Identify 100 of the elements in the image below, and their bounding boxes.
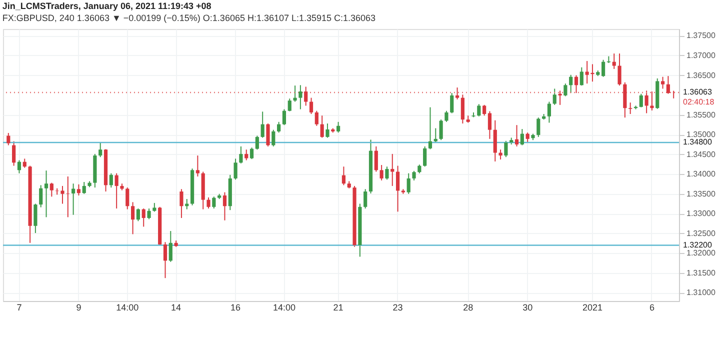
x-tick-label: 23 (392, 302, 403, 312)
candlestick (493, 120, 497, 162)
x-tick-label: 2021 (582, 302, 602, 312)
candlestick (428, 106, 432, 150)
candlestick (320, 115, 324, 138)
candlestick (6, 132, 10, 146)
candlestick (644, 90, 648, 114)
x-tick-label: 28 (463, 302, 474, 312)
ref-line-label: 1.32200 (683, 240, 712, 250)
candlestick (552, 88, 556, 106)
candlestick (423, 146, 427, 168)
candlestick (76, 184, 81, 196)
candlestick (22, 158, 26, 168)
candlestick (304, 86, 308, 106)
candlestick (82, 182, 86, 194)
candlestick (272, 129, 276, 147)
candlestick (601, 59, 606, 78)
candlestick (558, 90, 562, 106)
y-tick-label: 1.34500 (686, 150, 716, 159)
candlestick (650, 90, 654, 111)
candlestick (618, 53, 622, 86)
x-tick-label: 6 (649, 302, 654, 312)
y-tick-label: 1.34000 (686, 170, 716, 179)
x-tick-label: 16 (230, 302, 241, 312)
candlestick (293, 85, 297, 102)
candlestick (109, 172, 113, 188)
candlestick (309, 97, 314, 114)
candlestick (374, 146, 378, 172)
candlestick (142, 208, 146, 228)
candlestick (244, 149, 248, 161)
candlestick (498, 149, 502, 160)
candlestick (130, 202, 135, 235)
y-tick-label: 1.35500 (686, 110, 716, 120)
candlestick (180, 188, 184, 218)
candlestick (168, 230, 172, 262)
candlestick (12, 140, 16, 166)
y-tick-label: 1.32500 (686, 228, 716, 238)
candlestick (482, 104, 486, 116)
candlestick (17, 160, 22, 174)
candlestick (439, 119, 443, 141)
candlestick (547, 101, 552, 124)
candlestick (514, 124, 519, 147)
candlestick (266, 122, 270, 147)
candlestick (282, 108, 286, 126)
candlestick (477, 104, 481, 117)
candlestick (260, 111, 264, 138)
candlestick (504, 140, 508, 158)
candlestick (580, 66, 584, 86)
candlestick (34, 203, 38, 234)
x-tick-label: 30 (522, 302, 533, 312)
candlestick (666, 76, 670, 94)
y-tick-label: 1.31000 (686, 288, 716, 298)
candlestick (455, 87, 460, 100)
candlestick (314, 110, 318, 126)
candlestick (277, 121, 281, 134)
candlestick (342, 166, 346, 186)
candlestick (326, 122, 330, 138)
candlestick (72, 183, 76, 216)
y-tick-label: 1.35000 (686, 130, 716, 140)
candlestick (234, 158, 238, 180)
candlestick (185, 198, 189, 210)
candlestick (50, 182, 54, 198)
candlestick (526, 132, 530, 143)
candlestick (639, 93, 643, 108)
candlestick (623, 82, 627, 118)
candlestick (136, 208, 140, 222)
candlestick (114, 172, 118, 209)
candlestick (612, 53, 616, 70)
candlestick (412, 170, 416, 181)
candlestick (450, 92, 454, 114)
candlestick (336, 121, 340, 134)
candlestick (380, 164, 384, 181)
candlestick (574, 74, 578, 94)
candlestick (196, 155, 200, 177)
candlestick (298, 84, 302, 110)
candlestick (628, 102, 632, 114)
candlestick (434, 128, 438, 143)
x-tick-label: 14 (171, 302, 182, 312)
candlestick (239, 146, 243, 164)
candlestick (406, 172, 410, 194)
text: 02:40:18 (683, 98, 715, 107)
candlestick (206, 196, 210, 209)
ref-line-label: 1.36063 (683, 88, 712, 97)
chart-subtitle: FX:GBPUSD, 240 1.36063 ▼ −0.00199 (−0.15%) O:1.36065 H:1.36107 L:1.35915 C:1.36063 (2, 13, 376, 23)
candlestick (536, 117, 540, 138)
candlestick (488, 110, 492, 140)
candlestick (569, 74, 573, 94)
x-tick-label: 7 (16, 302, 22, 312)
candlestick (255, 135, 259, 150)
candlestick (385, 166, 389, 180)
candlestick (163, 242, 168, 279)
y-tick-label: 1.36500 (686, 70, 716, 80)
x-tick-label: 14:00 (272, 302, 296, 312)
candlestick (444, 110, 448, 122)
candlestick (147, 208, 151, 220)
candlestick (212, 196, 216, 209)
candlestick (564, 83, 568, 97)
x-tick-label: 14:00 (116, 302, 139, 312)
y-tick-label: 1.33000 (686, 209, 716, 218)
y-tick-label: 1.31500 (686, 268, 716, 278)
